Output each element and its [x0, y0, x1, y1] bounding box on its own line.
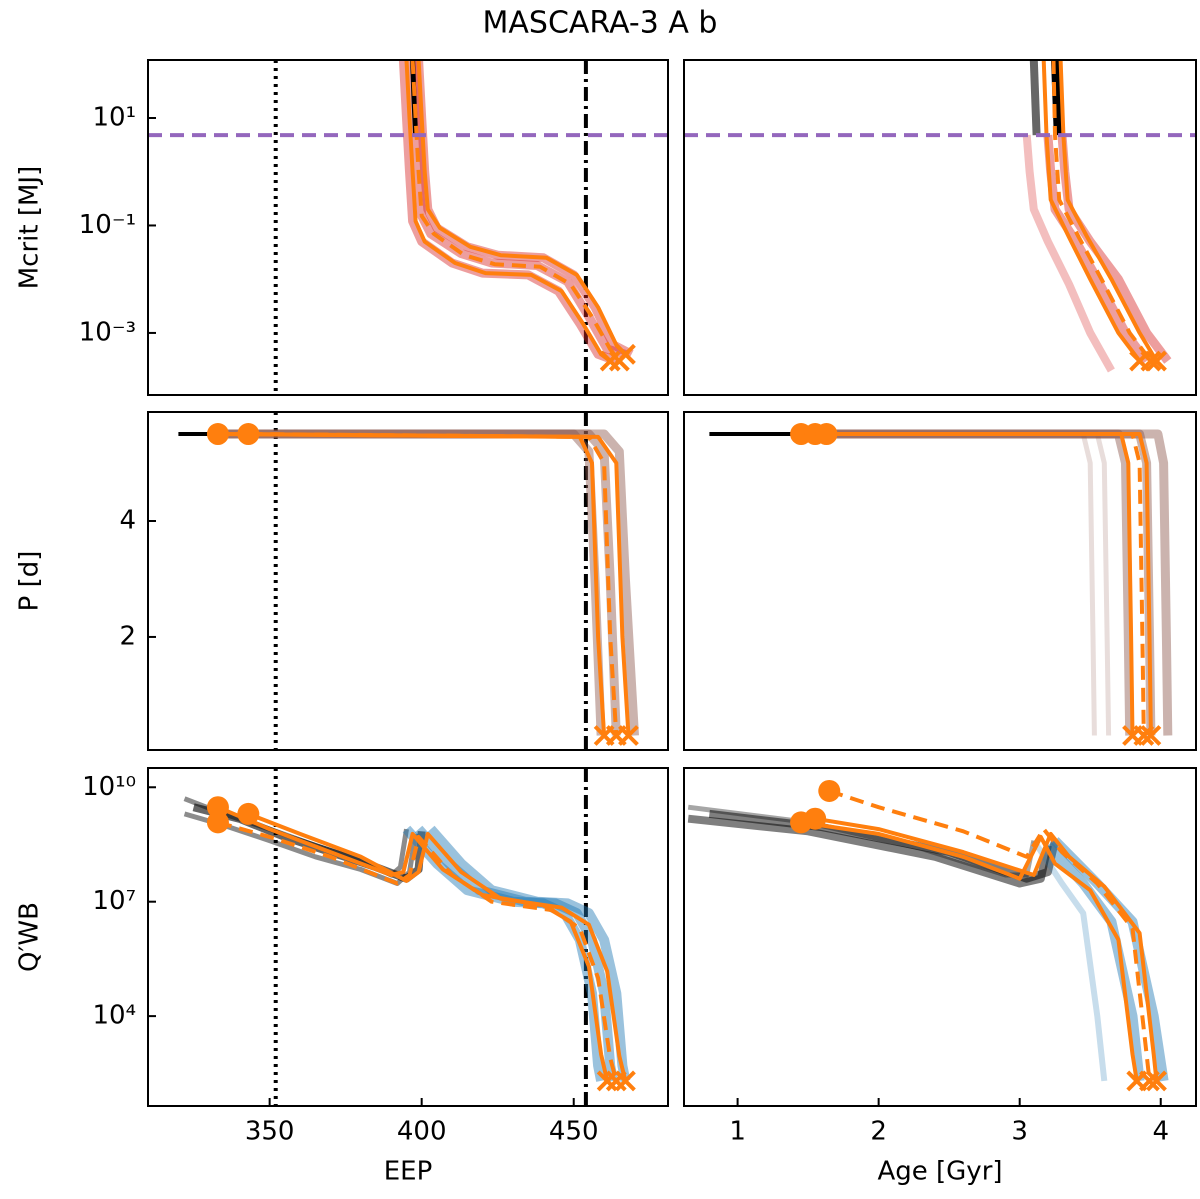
series-line [800, 820, 1139, 1082]
series-line [828, 789, 1152, 1082]
series-line [416, 60, 627, 356]
x-tick-label: 3 [1011, 1117, 1028, 1147]
y-tick-label: 2 [119, 621, 136, 651]
plot-area [709, 423, 1173, 746]
series-line [248, 432, 619, 736]
y-axis-label: Q′WB [15, 902, 45, 972]
end-marker [1140, 350, 1162, 372]
x-axis-label: Age [Gyr] [877, 1157, 1002, 1187]
x-tick-label: 2 [870, 1117, 887, 1147]
point-marker [815, 423, 838, 446]
series-line [826, 432, 1153, 736]
series-line [794, 429, 1156, 736]
point-marker [818, 779, 841, 802]
series-line [1051, 60, 1153, 363]
y-tick-label: 10⁴ [92, 1001, 136, 1031]
figure-title: MASCARA-3 A b [483, 6, 718, 41]
y-tick-label: 4 [119, 505, 136, 535]
series-line [1022, 134, 1115, 373]
series-line [1029, 60, 1041, 136]
series-line [410, 60, 621, 363]
end-marker [596, 1070, 618, 1092]
series-line [247, 812, 628, 1082]
series-line [208, 429, 606, 736]
x-tick-label: 1 [729, 1117, 746, 1147]
end-marker [615, 343, 636, 365]
end-marker [618, 725, 639, 746]
axes-frame [683, 411, 1197, 751]
series-line [208, 429, 639, 736]
series-line [217, 432, 607, 736]
end-marker [605, 1070, 627, 1092]
series-line [1044, 842, 1145, 1082]
series-line [794, 429, 1135, 736]
series-line [814, 816, 1159, 1082]
series-line [208, 429, 621, 736]
plot-area [687, 779, 1169, 1092]
series-line [794, 431, 1112, 736]
y-tick-label: 10¹ [92, 102, 136, 132]
plot-area [178, 412, 639, 750]
y-tick-label: 10⁻¹ [79, 210, 136, 240]
y-axis-label: Mcrit [MJ] [15, 166, 45, 290]
series-line [217, 432, 631, 736]
point-marker [804, 807, 827, 830]
point-marker [237, 423, 260, 446]
series-line [402, 825, 607, 1082]
plot-area [684, 60, 1196, 373]
series-line [217, 805, 610, 1082]
series-line [794, 431, 1097, 736]
plot-area [183, 768, 636, 1106]
axes-frame [147, 767, 669, 1107]
series-line [794, 429, 1173, 736]
x-axis-label: EEP [384, 1157, 433, 1187]
x-tick-label: 4 [1152, 1117, 1169, 1147]
point-marker [237, 802, 260, 825]
point-marker [206, 811, 229, 834]
series-line [427, 825, 631, 1082]
x-tick-label: 400 [397, 1117, 447, 1147]
y-tick-label: 10¹⁰ [82, 772, 136, 802]
plot-area [148, 60, 668, 395]
y-axis-label: P [d] [15, 551, 45, 612]
axes-frame [147, 411, 669, 751]
axes-frame [147, 59, 669, 396]
end-marker [615, 1070, 636, 1092]
end-marker [1139, 1070, 1160, 1092]
axes-frame [683, 767, 1197, 1107]
end-marker [599, 350, 621, 372]
end-marker [1146, 350, 1167, 372]
end-marker [1133, 725, 1155, 746]
x-tick-label: 350 [245, 1117, 295, 1147]
x-tick-label: 450 [549, 1117, 599, 1147]
point-marker [206, 423, 229, 446]
y-tick-label: 10⁻³ [79, 317, 136, 347]
series-line [217, 820, 619, 1082]
series-line [801, 432, 1135, 736]
end-marker [1140, 725, 1162, 746]
axes-frame [683, 59, 1197, 396]
series-line [404, 60, 612, 363]
y-tick-label: 10⁷ [92, 886, 136, 916]
series-line [1031, 838, 1108, 1082]
end-marker [1146, 1070, 1167, 1092]
point-marker [206, 796, 229, 819]
